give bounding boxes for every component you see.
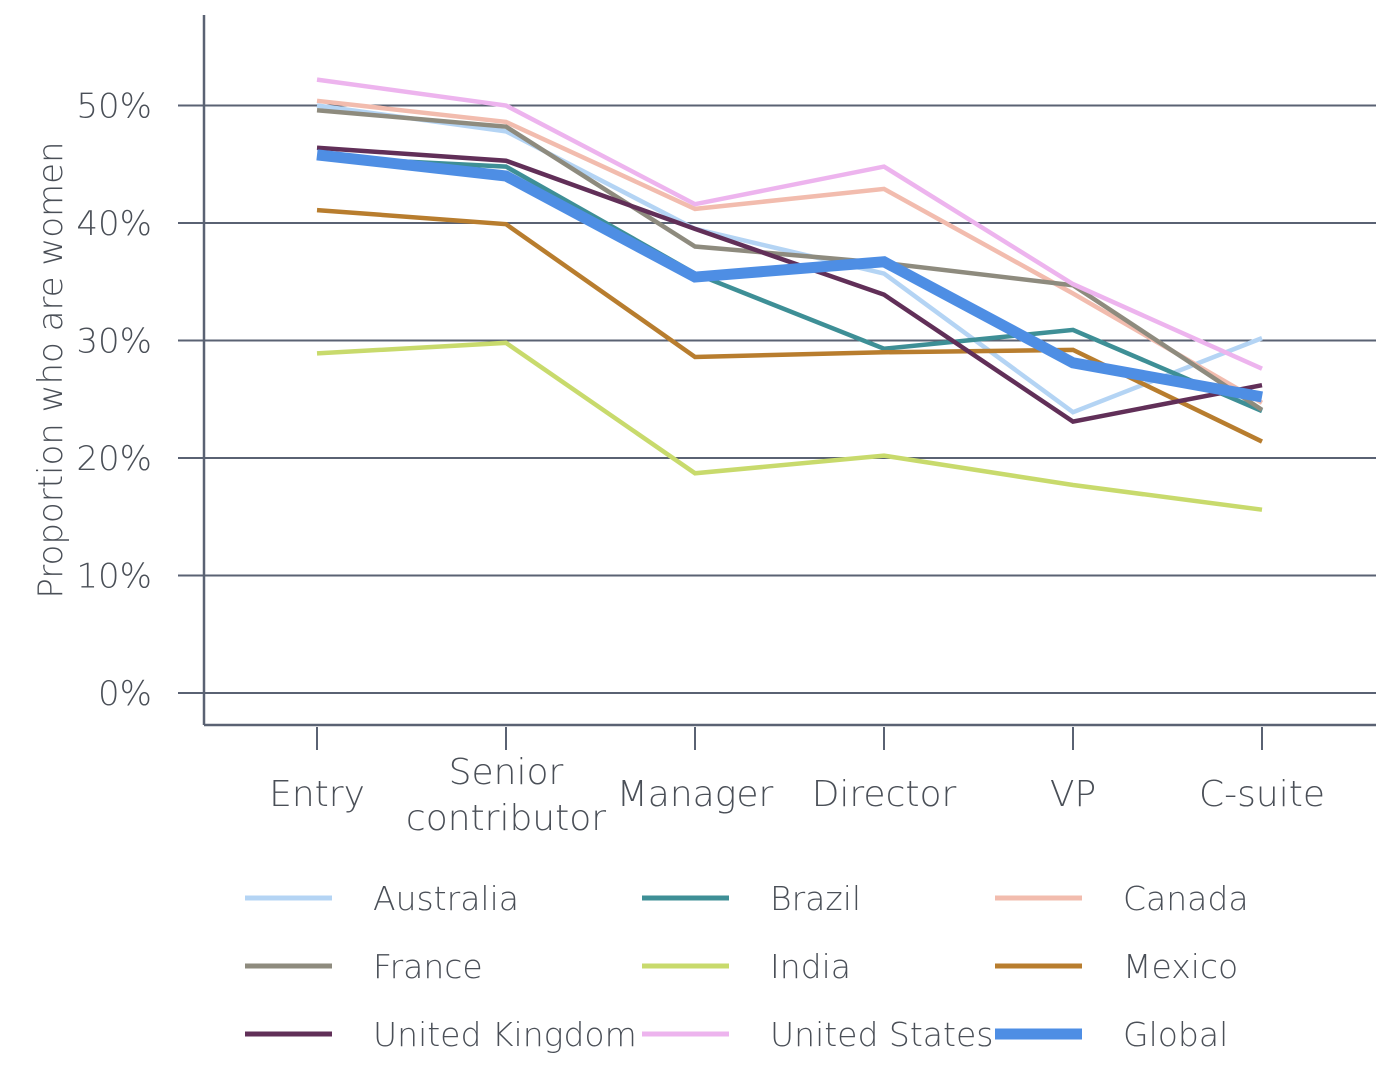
x-tick-label-line: Senior (449, 752, 564, 793)
legend-item: Canada (995, 879, 1249, 918)
legend-label: Canada (1123, 879, 1249, 918)
legend-label: Mexico (1123, 947, 1238, 986)
series-line-india (316, 340, 1263, 512)
legend-label: United States (770, 1015, 993, 1054)
x-tick-label: C-suite (1199, 774, 1325, 815)
x-tick-label-line: Manager (617, 774, 774, 815)
series-line-australia (316, 103, 1263, 415)
legend-item: France (245, 947, 483, 986)
series-line-global (316, 149, 1263, 403)
series-line-mexico (316, 207, 1263, 444)
series-line-brazil (316, 154, 1263, 414)
x-tick-label: Entry (269, 774, 365, 815)
legend-item: United States (642, 1015, 993, 1054)
legend-item: Mexico (995, 947, 1238, 986)
legend-label: United Kingdom (373, 1015, 637, 1054)
legend-item: Brazil (642, 879, 861, 918)
legend-item: Global (995, 1015, 1228, 1054)
series-line-united-kingdom (316, 145, 1263, 424)
legend-label: India (770, 947, 851, 986)
x-tick-label: Director (812, 774, 957, 815)
x-tick-label: Senior contributor (406, 752, 606, 839)
x-tick-label: VP (1050, 774, 1096, 815)
legend-item: Australia (245, 879, 519, 918)
legend-label: France (373, 947, 483, 986)
x-tick-label-line: C-suite (1199, 774, 1325, 815)
y-tick-label: 40% (76, 204, 152, 244)
x-tick-label-line: contributor (406, 798, 606, 839)
y-tick-label: 20% (76, 439, 152, 479)
series-line-france (316, 107, 1264, 412)
legend-item: United Kingdom (245, 1015, 637, 1054)
y-tick-label: 10% (76, 557, 152, 597)
y-tick-label: 0% (98, 674, 152, 714)
legend-label: Brazil (770, 879, 861, 918)
legend-label: Global (1123, 1015, 1228, 1054)
y-tick-label: 30% (76, 322, 152, 362)
x-tick-label-line: VP (1050, 774, 1096, 815)
series-line-united-states (316, 77, 1263, 371)
x-tick-label: Manager (617, 774, 774, 815)
y-axis-title: Proportion who are women (31, 141, 71, 598)
legend-item: India (642, 947, 851, 986)
series-line-canada (316, 98, 1264, 405)
y-tick-label: 50% (76, 87, 152, 127)
x-tick-label-line: Entry (269, 774, 365, 815)
x-tick-label-line: Director (812, 774, 957, 815)
legend-label: Australia (373, 879, 519, 918)
